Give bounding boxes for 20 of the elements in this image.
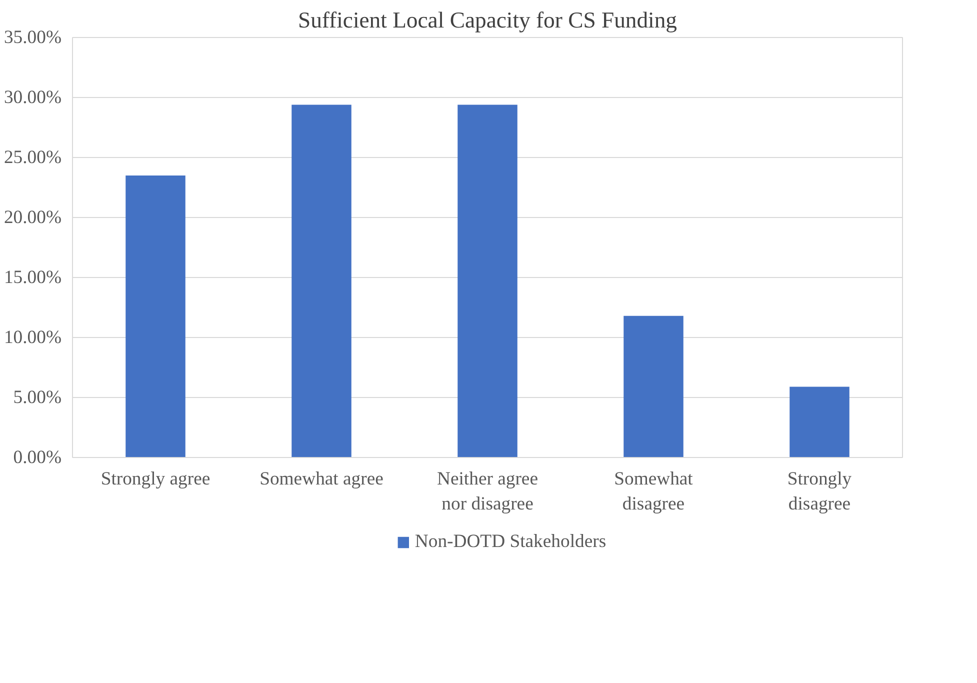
y-tick-label: 15.00%: [4, 267, 62, 288]
bar: [790, 386, 850, 458]
x-tick-label: Strongly disagree: [787, 468, 852, 515]
bar: [624, 316, 684, 458]
y-tick-label: 25.00%: [4, 147, 62, 168]
y-tick-label: 10.00%: [4, 327, 62, 348]
bar: [292, 104, 352, 458]
y-tick-label: 20.00%: [4, 207, 62, 228]
y-tick-label: 5.00%: [13, 387, 62, 408]
y-tick-label: 35.00%: [4, 27, 62, 48]
y-tick-label: 0.00%: [13, 447, 62, 468]
x-tick-label: Somewhat disagree: [614, 468, 694, 515]
x-tick-label: Neither agree nor disagree: [437, 468, 538, 515]
bar: [126, 176, 186, 458]
chart-title: Sufficient Local Capacity for CS Funding: [298, 8, 678, 32]
x-tick-label: Strongly agree: [100, 468, 210, 490]
legend-label: Non-DOTD Stakeholders: [414, 531, 606, 553]
bar: [458, 104, 518, 458]
y-tick-label: 30.00%: [4, 87, 62, 108]
x-tick-label: Somewhat agree: [260, 468, 384, 490]
